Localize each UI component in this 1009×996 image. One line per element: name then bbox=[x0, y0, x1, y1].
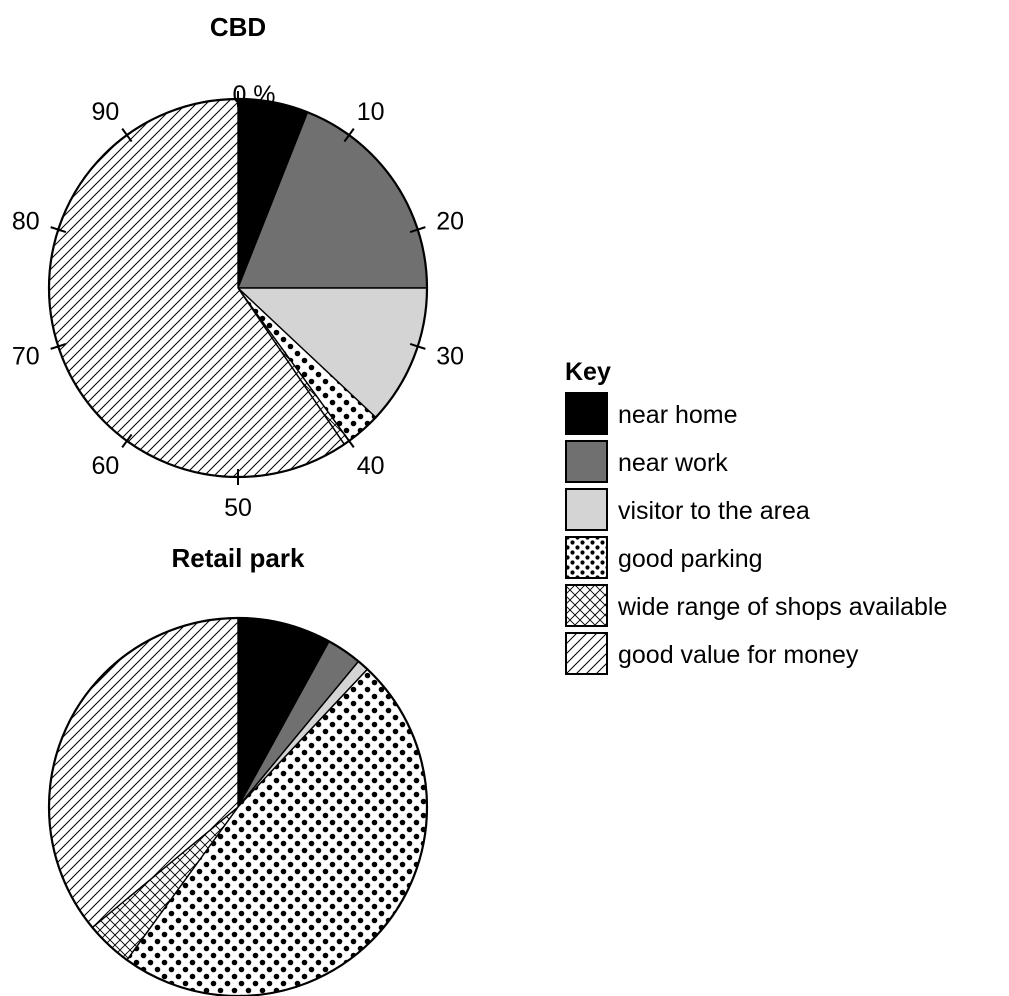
cbd-tick-label-70: 70 bbox=[12, 343, 40, 371]
legend-swatch-visitor-to-the-area bbox=[565, 488, 608, 531]
retail-park-title: Retail park bbox=[172, 543, 305, 573]
cbd-scale-ticks: 0 % 10 20 30 40 50 60 70 80 90 bbox=[12, 81, 464, 522]
cbd-tick-label-50: 50 bbox=[224, 494, 252, 522]
cbd-tick-mark-60 bbox=[121, 433, 133, 448]
legend-swatch-good-value-for-money bbox=[565, 632, 608, 675]
legend-label-good-value-for-money: good value for money bbox=[618, 641, 859, 669]
cbd-tick-mark-20 bbox=[409, 226, 426, 234]
legend-item-visitor-to-the-area: visitor to the area bbox=[565, 488, 810, 531]
legend-label-good-parking: good parking bbox=[618, 545, 763, 573]
legend-label-visitor-to-the-area: visitor to the area bbox=[618, 497, 810, 525]
cbd-tick-label-10: 10 bbox=[357, 98, 385, 126]
cbd-tick-label-40: 40 bbox=[357, 452, 385, 480]
legend-swatch-good-parking bbox=[565, 536, 608, 579]
cbd-tick-label-60: 60 bbox=[91, 452, 119, 480]
legend-title: Key bbox=[565, 358, 611, 386]
cbd-tick-label-80: 80 bbox=[12, 207, 40, 235]
legend-label-wide-range-of-shops-available: wide range of shops available bbox=[617, 593, 947, 621]
cbd-tick-label-0: 0 % bbox=[232, 81, 275, 109]
cbd-tick-mark-70 bbox=[50, 342, 67, 350]
cbd-tick-mark-40 bbox=[343, 433, 355, 448]
legend-swatch-wide-range-of-shops-available bbox=[565, 584, 608, 627]
cbd-tick-mark-90 bbox=[121, 128, 133, 143]
retail-park-pie bbox=[47, 616, 429, 996]
legend-item-good-parking: good parking bbox=[565, 536, 763, 579]
cbd-tick-label-20: 20 bbox=[436, 207, 464, 235]
legend-item-wide-range-of-shops-available: wide range of shops available bbox=[565, 584, 947, 627]
retail-park-outline bbox=[47, 616, 429, 996]
cbd-pie bbox=[47, 97, 429, 479]
cbd-tick-label-90: 90 bbox=[91, 98, 119, 126]
cbd-title: CBD bbox=[210, 12, 266, 42]
cbd-tick-mark-30 bbox=[409, 342, 426, 350]
cbd-tick-mark-10 bbox=[343, 128, 355, 143]
legend-swatch-near-work bbox=[565, 440, 608, 483]
legend-item-good-value-for-money: good value for money bbox=[565, 632, 859, 675]
cbd-tick-mark-80 bbox=[50, 226, 67, 234]
legend-label-near-work: near work bbox=[618, 449, 728, 477]
legend-item-near-home: near home bbox=[565, 392, 738, 435]
legend-swatch-near-home bbox=[565, 392, 608, 435]
legend-item-near-work: near work bbox=[565, 440, 728, 483]
legend-label-near-home: near home bbox=[618, 401, 738, 429]
legend: Key near home near work visitor to the are… bbox=[565, 358, 947, 675]
cbd-tick-label-30: 30 bbox=[436, 343, 464, 371]
